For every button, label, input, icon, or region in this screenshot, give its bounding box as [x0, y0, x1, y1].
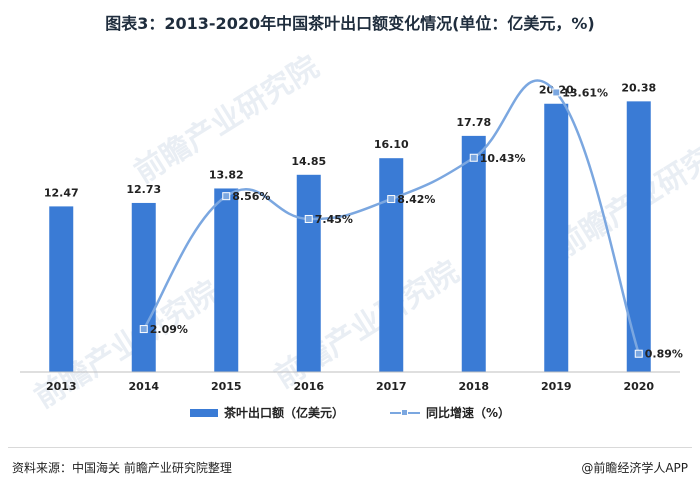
bar [544, 103, 569, 372]
x-tick-label: 2013 [46, 380, 77, 393]
bar-value-label: 20.38 [621, 81, 656, 94]
growth-value-label: 8.56% [232, 190, 270, 203]
chart-title: 图表3：2013-2020年中国茶叶出口额变化情况(单位：亿美元，%) [105, 14, 595, 33]
x-tick-label: 2020 [623, 380, 654, 393]
legend-bar-label: 茶叶出口额（亿美元） [223, 406, 344, 420]
growth-point [387, 195, 396, 204]
growth-point [304, 214, 313, 223]
x-tick-label: 2016 [293, 380, 324, 393]
bar [296, 174, 321, 372]
bar-value-label: 12.47 [44, 186, 79, 199]
x-tick-label: 2018 [458, 380, 489, 393]
growth-point [634, 349, 643, 358]
bar-value-label: 12.73 [126, 183, 161, 196]
legend-line-swatch [389, 407, 420, 419]
growth-points [139, 88, 643, 358]
x-tick-label: 2015 [211, 380, 242, 393]
bar-value-label: 14.85 [291, 155, 326, 168]
bar-value-label: 13.82 [209, 168, 244, 181]
growth-point [139, 325, 148, 334]
x-tick-label: 2014 [128, 380, 159, 393]
bar [461, 135, 486, 372]
growth-value-label: 13.61% [562, 86, 608, 99]
growth-value-label: 8.42% [397, 193, 435, 206]
growth-value-label: 0.89% [645, 348, 683, 361]
growth-point [222, 192, 231, 201]
bar [214, 188, 239, 372]
bar-series [49, 101, 651, 372]
growth-value-labels: 2.09% 8.56% 7.45% 8.42% 10.43% 13.61% 0.89% [150, 86, 683, 360]
footer-divider [8, 447, 692, 448]
bar [626, 101, 651, 372]
bar-value-label: 16.10 [374, 138, 409, 151]
growth-value-label: 10.43% [480, 152, 526, 165]
bar [49, 206, 74, 372]
x-tick-label: 2019 [541, 380, 572, 393]
legend: 茶叶出口额（亿美元） 同比增速（%） [0, 404, 700, 421]
growth-value-label: 7.45% [315, 213, 353, 226]
growth-point [469, 153, 478, 162]
source-note: 资料来源：中国海关 前瞻产业研究院整理 [12, 461, 232, 475]
x-tick-label: 2017 [376, 380, 407, 393]
growth-point [552, 88, 561, 97]
legend-bar-swatch [189, 408, 218, 417]
legend-item-line: 同比增速（%） [389, 404, 511, 421]
bar-value-label: 17.78 [456, 116, 491, 129]
chart: 12.4712.7313.8214.8516.1017.7820.2020.38… [20, 79, 683, 393]
credit-note: @前瞻经济学人APP [581, 461, 688, 475]
bar [131, 202, 156, 372]
x-tick-labels: 2013 2014 2015 2016 2017 2018 2019 2020 [46, 380, 654, 393]
legend-line-label: 同比增速（%） [425, 406, 511, 420]
growth-value-label: 2.09% [150, 323, 188, 336]
legend-item-bar: 茶叶出口额（亿美元） [189, 404, 344, 421]
bar [379, 158, 404, 372]
